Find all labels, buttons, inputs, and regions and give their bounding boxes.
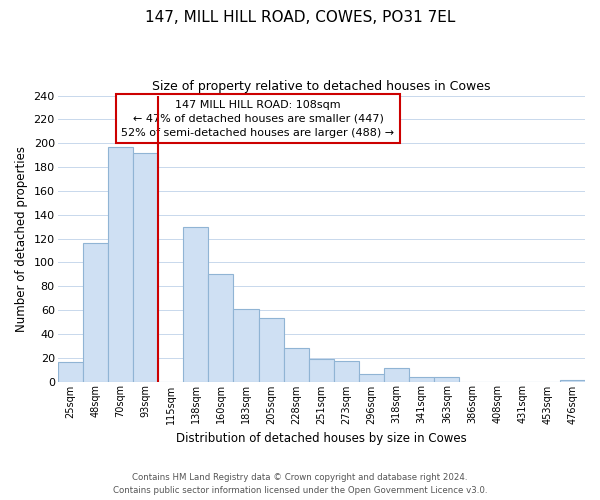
Bar bbox=[384, 368, 409, 382]
Bar bbox=[83, 244, 108, 382]
Bar bbox=[133, 152, 158, 382]
Bar bbox=[560, 380, 585, 382]
Title: Size of property relative to detached houses in Cowes: Size of property relative to detached ho… bbox=[152, 80, 491, 93]
Bar bbox=[284, 348, 309, 382]
Bar bbox=[208, 274, 233, 382]
Text: 147 MILL HILL ROAD: 108sqm
← 47% of detached houses are smaller (447)
52% of sem: 147 MILL HILL ROAD: 108sqm ← 47% of deta… bbox=[121, 100, 395, 138]
X-axis label: Distribution of detached houses by size in Cowes: Distribution of detached houses by size … bbox=[176, 432, 467, 445]
Y-axis label: Number of detached properties: Number of detached properties bbox=[15, 146, 28, 332]
Bar bbox=[108, 147, 133, 382]
Bar bbox=[259, 318, 284, 382]
Bar bbox=[334, 362, 359, 382]
Text: 147, MILL HILL ROAD, COWES, PO31 7EL: 147, MILL HILL ROAD, COWES, PO31 7EL bbox=[145, 10, 455, 25]
Text: Contains HM Land Registry data © Crown copyright and database right 2024.
Contai: Contains HM Land Registry data © Crown c… bbox=[113, 474, 487, 495]
Bar bbox=[409, 376, 434, 382]
Bar bbox=[58, 362, 83, 382]
Bar bbox=[309, 359, 334, 382]
Bar bbox=[434, 376, 460, 382]
Bar bbox=[233, 309, 259, 382]
Bar bbox=[359, 374, 384, 382]
Bar bbox=[183, 226, 208, 382]
